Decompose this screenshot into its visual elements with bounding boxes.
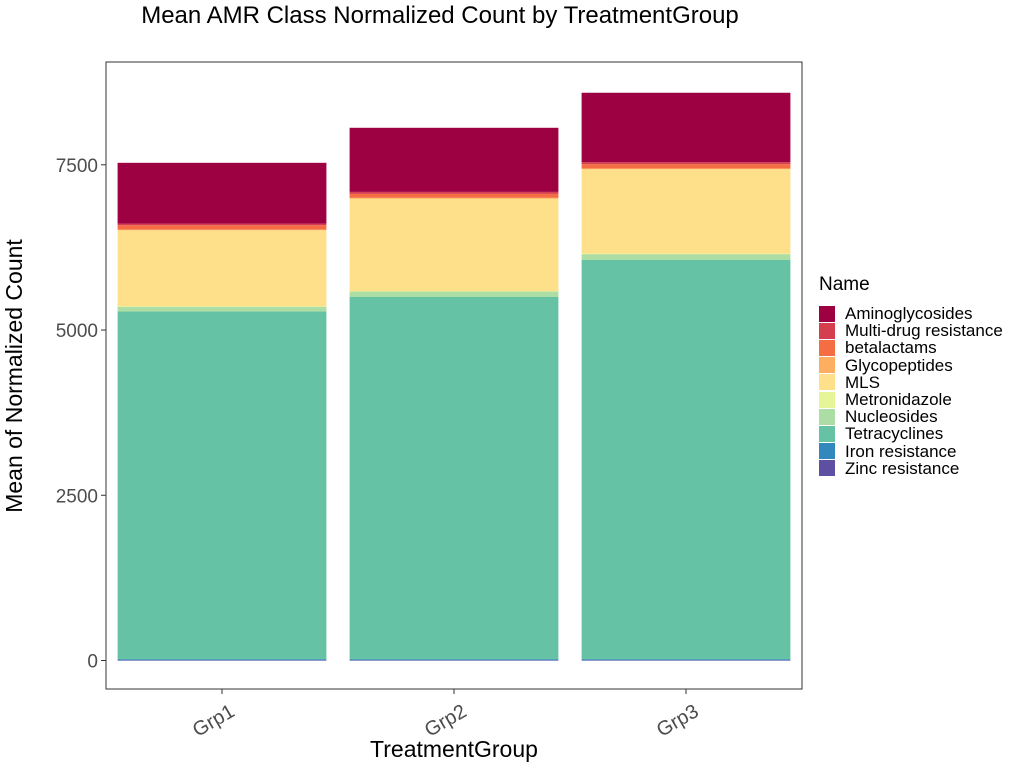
bar-segment (117, 162, 327, 224)
legend-item: Iron resistance (819, 443, 1003, 460)
bar-segment (117, 230, 327, 307)
legend-label: Metronidazole (845, 390, 952, 410)
legend-swatch (819, 322, 835, 339)
bar-segment (349, 197, 559, 199)
bar-segment (349, 296, 559, 660)
chart-title: Mean AMR Class Normalized Count by Treat… (141, 2, 739, 29)
legend-label: Glycopeptides (845, 355, 953, 375)
bar-segment (581, 660, 791, 661)
legend-label: Tetracyclines (845, 424, 944, 444)
legend-item: Aminoglycosides (819, 305, 1003, 322)
legend-item: Multi-drug resistance (819, 322, 1003, 339)
legend-label: Multi-drug resistance (845, 321, 1003, 341)
legend-label: betalactams (845, 338, 937, 358)
bar-segment (117, 225, 327, 230)
legend-items: Aminoglycosides Multi-drug resistance beta… (819, 305, 1003, 477)
bar-segment (581, 253, 791, 255)
bar-segment (117, 229, 327, 231)
bar-segment (581, 92, 791, 163)
bar-segment (581, 164, 791, 169)
plot-area (117, 92, 791, 661)
y-tick-label: 7500 (56, 156, 98, 177)
bar-segment (581, 659, 791, 661)
bar-segment (581, 162, 791, 165)
bar-segment (117, 660, 327, 661)
x-tick-label: Grp1 (189, 700, 239, 741)
legend-swatch (819, 408, 835, 425)
legend-label: Iron resistance (845, 441, 957, 461)
x-axis-label: TreatmentGroup (370, 736, 538, 762)
bar-segment (117, 311, 327, 660)
legend-label: Zinc resistance (845, 458, 960, 478)
y-tick-label: 0 (87, 652, 98, 673)
bar-segment (349, 660, 559, 661)
bar-segment (117, 306, 327, 312)
bar-segment (349, 127, 559, 192)
legend-label: MLS (845, 372, 880, 392)
bar-segment (117, 223, 327, 226)
legend-item: Tetracyclines (819, 425, 1003, 442)
legend-label: Aminoglycosides (845, 304, 973, 324)
legend-swatch (819, 443, 835, 460)
bar-segment (349, 659, 559, 661)
legend-swatch (819, 460, 835, 477)
y-axis-label: Mean of Normalized Count (1, 239, 27, 513)
legend-label: Nucleosides (845, 407, 938, 427)
bar-segment (349, 191, 559, 194)
legend-item: betalactams (819, 339, 1003, 356)
legend-swatch (819, 374, 835, 391)
bar-segment (581, 169, 791, 254)
x-tick-label: Grp3 (653, 700, 703, 741)
bar-segment (581, 254, 791, 260)
legend-swatch (819, 339, 835, 356)
bar-segment (349, 291, 559, 292)
legend-title: Name (819, 274, 870, 295)
bar-segment (349, 193, 559, 198)
legend-swatch (819, 391, 835, 408)
y-tick-label: 5000 (56, 321, 98, 342)
legend-item: MLS (819, 374, 1003, 391)
legend-swatch (819, 305, 835, 322)
y-tick-label: 2500 (56, 486, 98, 507)
legend-item: Zinc resistance (819, 460, 1003, 477)
bar-segment (117, 659, 327, 661)
legend-item: Glycopeptides (819, 357, 1003, 374)
bar-segment (581, 259, 791, 660)
bar-segment (349, 198, 559, 292)
bar-segment (117, 306, 327, 307)
legend-item: Nucleosides (819, 408, 1003, 425)
bar-segment (349, 291, 559, 297)
bar-segment (581, 168, 791, 170)
legend-swatch (819, 357, 835, 374)
legend-swatch (819, 425, 835, 442)
legend: Name Aminoglycosides Multi-drug resistanc… (819, 274, 1003, 477)
legend-item: Metronidazole (819, 391, 1003, 408)
